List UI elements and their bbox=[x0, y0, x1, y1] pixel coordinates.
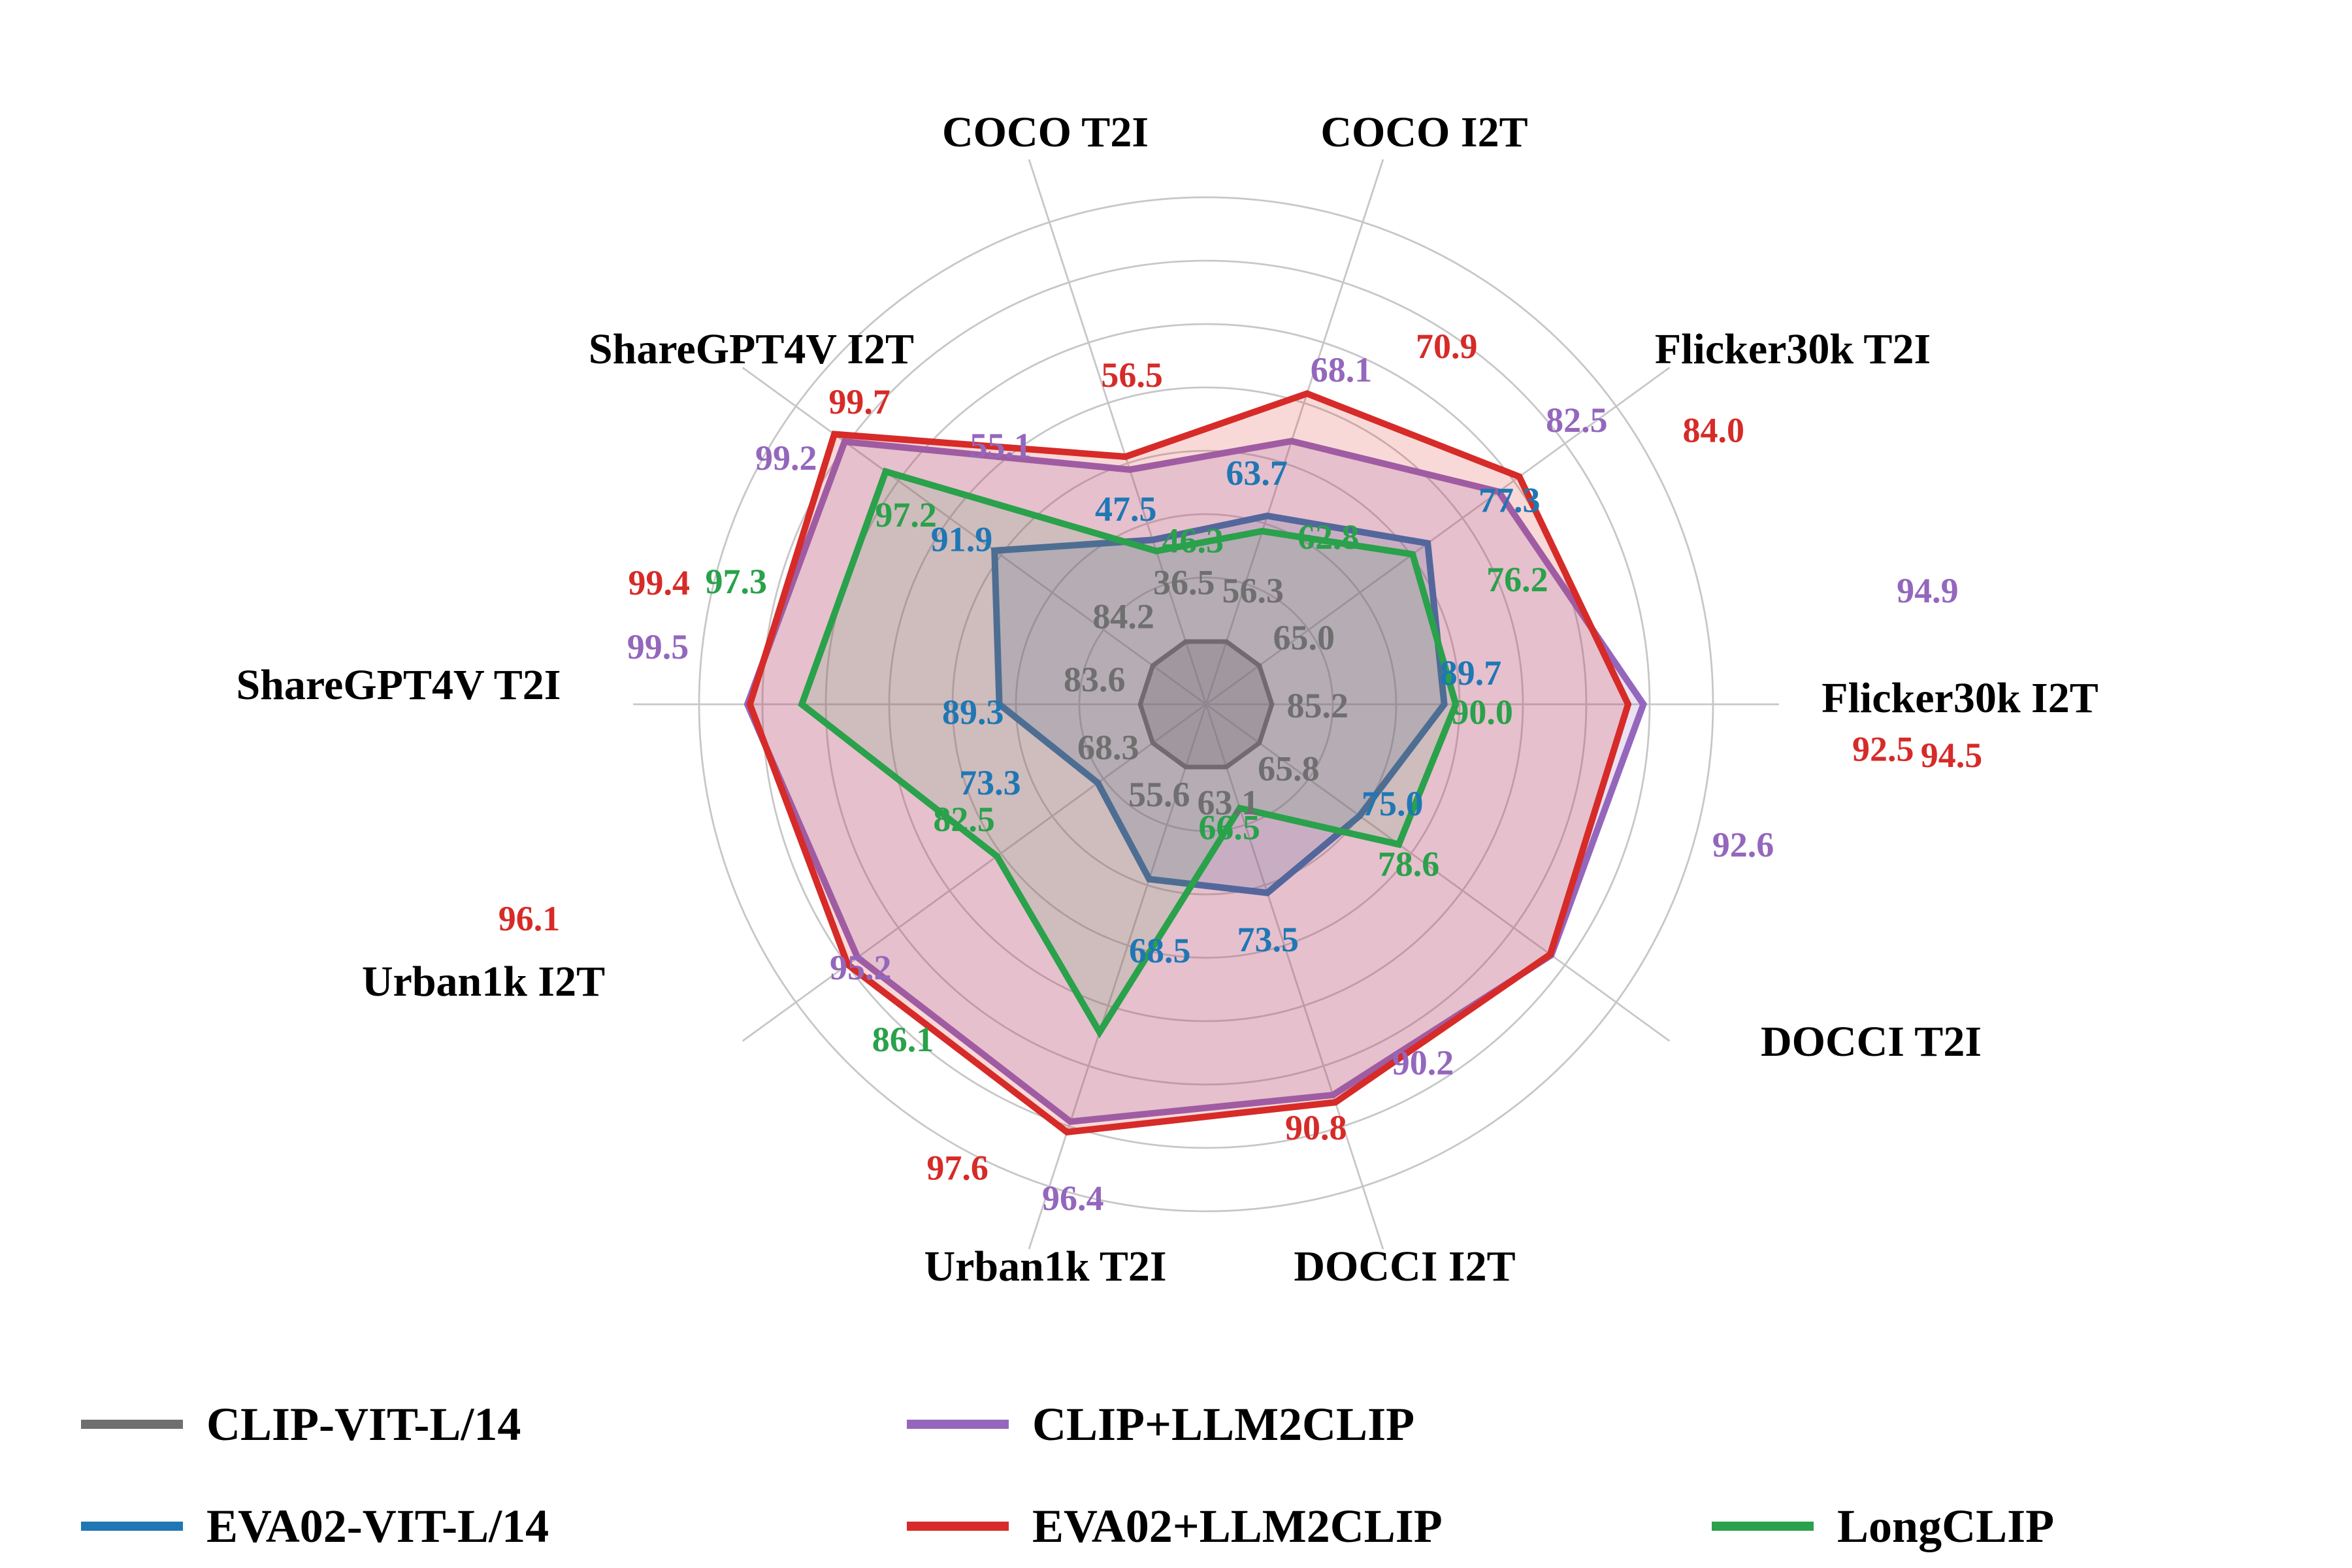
legend-label-eva02-vit-l-14: EVA02-VIT-L/14 bbox=[206, 1500, 549, 1552]
value-label-eva02-vit-l-14-docci-i2t: 73.5 bbox=[1237, 920, 1299, 959]
value-label-clip-vit-l-14-urban1k-t2i: 55.6 bbox=[1128, 775, 1190, 814]
axis-label-sharegpt4v-i2t: ShareGPT4V I2T bbox=[589, 325, 914, 373]
value-label-clip-llm2clip-docci-t2i: 92.6 bbox=[1712, 825, 1774, 864]
value-label-longclip-coco-i2t: 62.8 bbox=[1298, 517, 1360, 557]
value-label-eva02-llm2clip-coco-t2i: 56.5 bbox=[1101, 355, 1163, 395]
legend-label-clip-vit-l-14: CLIP-VIT-L/14 bbox=[206, 1398, 521, 1450]
value-label-eva02-vit-l-14-urban1k-i2t: 73.3 bbox=[959, 763, 1021, 802]
value-label-eva02-vit-l-14-urban1k-t2i: 68.5 bbox=[1129, 931, 1191, 970]
value-label-clip-llm2clip-sharegpt4v-t2i: 99.5 bbox=[627, 627, 689, 666]
value-label-clip-vit-l-14-sharegpt4v-i2t: 84.2 bbox=[1092, 596, 1154, 636]
value-label-eva02-llm2clip-sharegpt4v-t2i: 99.4 bbox=[629, 563, 691, 602]
value-label-clip-llm2clip-flicker30k-t2i: 82.5 bbox=[1546, 400, 1608, 440]
series-polygon-eva02-llm2clip bbox=[746, 390, 1632, 1135]
value-label-clip-vit-l-14-flicker30k-t2i: 65.0 bbox=[1273, 618, 1335, 657]
axis-label-urban1k-t2i: Urban1k T2I bbox=[924, 1243, 1166, 1290]
legend-label-eva02-llm2clip: EVA02+LLM2CLIP bbox=[1032, 1500, 1443, 1552]
value-label-clip-llm2clip-docci-i2t: 90.2 bbox=[1392, 1043, 1454, 1083]
value-label-clip-vit-l-14-urban1k-i2t: 68.3 bbox=[1077, 728, 1139, 767]
value-label-eva02-vit-l-14-coco-t2i: 47.5 bbox=[1095, 489, 1157, 529]
axis-label-flicker30k-i2t: Flicker30k I2T bbox=[1821, 674, 2099, 722]
value-label-clip-llm2clip-sharegpt4v-i2t: 99.2 bbox=[755, 438, 817, 478]
series-layer bbox=[743, 390, 1647, 1135]
axis-label-flicker30k-t2i: Flicker30k T2I bbox=[1655, 325, 1931, 373]
axis-spoke-urban1k-i2t bbox=[742, 703, 1207, 1042]
value-label-eva02-llm2clip-urban1k-t2i: 97.6 bbox=[926, 1148, 988, 1187]
value-label-longclip-urban1k-i2t: 82.5 bbox=[933, 800, 995, 839]
value-label-clip-vit-l-14-docci-t2i: 65.8 bbox=[1258, 749, 1320, 789]
value-label-eva02-vit-l-14-sharegpt4v-i2t: 91.9 bbox=[931, 519, 993, 559]
legend-item-eva02-llm2clip: EVA02+LLM2CLIP bbox=[907, 1500, 1443, 1552]
legend-item-clip-vit-l-14: CLIP-VIT-L/14 bbox=[81, 1398, 521, 1450]
value-label-clip-vit-l-14-coco-i2t: 56.3 bbox=[1222, 571, 1284, 610]
value-labels-layer: 36.5 56.3 65.0 85.2 65.863.155.6 68.3 83.6 84.2… bbox=[498, 327, 1983, 1218]
value-label-clip-llm2clip-urban1k-i2t: 95.2 bbox=[830, 948, 892, 987]
value-label-eva02-vit-l-14-docci-t2i: 75.0 bbox=[1362, 784, 1424, 823]
value-label-clip-vit-l-14-coco-t2i: 36.5 bbox=[1153, 563, 1215, 602]
legend: CLIP-VIT-L/14 EVA02-VIT-L/14 CLIP+LLM2CLIP… bbox=[81, 1398, 2054, 1552]
legend-item-clip-llm2clip: CLIP+LLM2CLIP bbox=[907, 1398, 1414, 1450]
value-label-eva02-vit-l-14-coco-i2t: 63.7 bbox=[1226, 453, 1288, 493]
value-label-longclip-flicker30k-t2i: 76.2 bbox=[1486, 560, 1548, 599]
series-polygon-longclip bbox=[798, 467, 1460, 1039]
axis-labels-layer: COCO T2I COCO I2T Flicker30k T2I Flicker30k… bbox=[237, 108, 2099, 1290]
axis-spoke-sharegpt4v-i2t bbox=[742, 367, 1207, 706]
value-label-longclip-urban1k-t2i: 86.1 bbox=[872, 1020, 934, 1059]
value-label-eva02-llm2clip-coco-i2t: 70.9 bbox=[1416, 327, 1478, 366]
value-label-eva02-llm2clip-docci-i2t: 90.8 bbox=[1285, 1108, 1347, 1147]
value-label-clip-vit-l-14-flicker30k-i2t: 85.2 bbox=[1287, 686, 1349, 725]
axis-label-docci-i2t: DOCCI I2T bbox=[1294, 1243, 1515, 1290]
value-label-eva02-llm2clip-urban1k-i2t: 96.1 bbox=[498, 899, 561, 938]
axis-spoke-docci-i2t bbox=[1205, 704, 1384, 1250]
axis-spoke-flicker30k-t2i bbox=[1205, 367, 1671, 706]
axis-spoke-coco-i2t bbox=[1205, 159, 1384, 705]
value-label-longclip-coco-t2i: 46.3 bbox=[1162, 521, 1224, 561]
value-label-clip-vit-l-14-docci-i2t: 63.1 bbox=[1198, 783, 1260, 823]
value-label-longclip-flicker30k-i2t: 90.0 bbox=[1451, 693, 1513, 732]
value-label-clip-llm2clip-coco-t2i: 55.1 bbox=[970, 426, 1032, 465]
value-label-longclip-sharegpt4v-i2t: 97.2 bbox=[875, 495, 937, 534]
value-label-longclip-docci-t2i: 78.6 bbox=[1378, 844, 1440, 883]
value-label-eva02-llm2clip-flicker30k-t2i: 84.0 bbox=[1683, 410, 1745, 449]
value-label-clip-vit-l-14-sharegpt4v-t2i: 83.6 bbox=[1064, 660, 1126, 699]
axis-label-sharegpt4v-t2i: ShareGPT4V T2I bbox=[237, 661, 561, 709]
value-label-longclip-sharegpt4v-t2i: 97.3 bbox=[706, 562, 768, 601]
legend-item-eva02-vit-l-14: EVA02-VIT-L/14 bbox=[81, 1500, 549, 1552]
axis-spoke-docci-t2i bbox=[1205, 703, 1671, 1042]
axis-label-coco-i2t: COCO I2T bbox=[1320, 108, 1527, 156]
legend-label-clip-llm2clip: CLIP+LLM2CLIP bbox=[1032, 1398, 1414, 1450]
value-label-eva02-vit-l-14-flicker30k-i2t: 89.7 bbox=[1440, 653, 1502, 693]
axis-label-docci-t2i: DOCCI T2I bbox=[1761, 1018, 1982, 1066]
legend-item-longclip: LongCLIP bbox=[1712, 1500, 2054, 1552]
value-label-eva02-llm2clip-sharegpt4v-i2t: 99.7 bbox=[828, 382, 890, 421]
value-label-eva02-llm2clip-docci-t2i: 92.5 bbox=[1852, 729, 1914, 768]
axis-spoke-urban1k-t2i bbox=[1028, 704, 1207, 1250]
series-polygon-eva02-vit-l-14 bbox=[991, 512, 1448, 896]
value-label-eva02-vit-l-14-sharegpt4v-t2i: 89.3 bbox=[942, 693, 1004, 732]
value-label-eva02-llm2clip-flicker30k-i2t: 94.5 bbox=[1921, 736, 1983, 775]
axis-label-coco-t2i: COCO T2I bbox=[942, 108, 1149, 156]
polar-grid bbox=[633, 159, 1779, 1250]
axis-spoke-coco-t2i bbox=[1028, 159, 1207, 705]
value-label-eva02-vit-l-14-flicker30k-t2i: 77.3 bbox=[1478, 481, 1541, 520]
axis-label-urban1k-i2t: Urban1k I2T bbox=[362, 958, 605, 1005]
legend-label-longclip: LongCLIP bbox=[1837, 1500, 2054, 1552]
value-label-clip-llm2clip-coco-i2t: 68.1 bbox=[1311, 350, 1373, 389]
series-polygon-clip-vit-l-14 bbox=[1137, 639, 1275, 770]
value-label-longclip-docci-i2t: 66.5 bbox=[1198, 808, 1260, 847]
value-label-clip-llm2clip-urban1k-t2i: 96.4 bbox=[1042, 1179, 1104, 1218]
value-label-clip-llm2clip-flicker30k-i2t: 94.9 bbox=[1897, 571, 1959, 610]
